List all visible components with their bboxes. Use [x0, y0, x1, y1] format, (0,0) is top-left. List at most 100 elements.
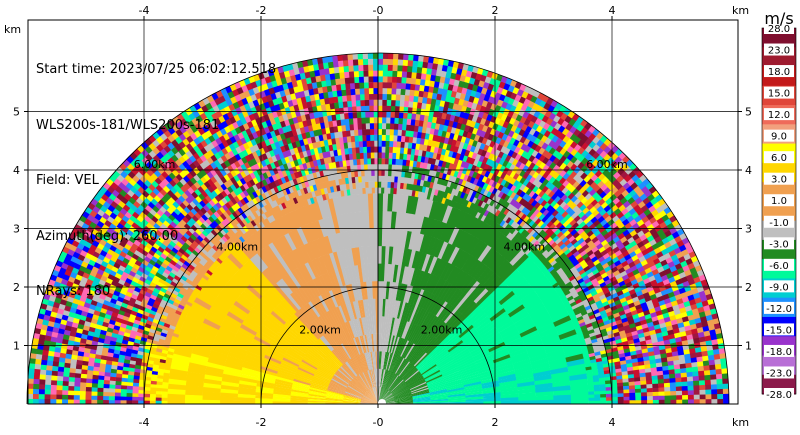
- velocity-cell: [598, 377, 606, 382]
- velocity-cell: [537, 322, 556, 334]
- velocity-cell: [385, 140, 390, 147]
- velocity-cell: [299, 244, 312, 263]
- velocity-cell: [614, 249, 623, 257]
- velocity-cell: [588, 274, 597, 282]
- velocity-cell: [602, 222, 611, 230]
- velocity-cell: [208, 306, 227, 319]
- velocity-cell: [700, 345, 708, 352]
- velocity-cell: [179, 329, 198, 341]
- velocity-cell: [404, 248, 413, 267]
- velocity-cell: [238, 380, 257, 387]
- velocity-cell: [404, 322, 414, 340]
- velocity-cell: [439, 304, 453, 321]
- velocity-cell: [547, 213, 555, 221]
- velocity-cell: [580, 213, 588, 222]
- velocity-cell: [342, 195, 351, 214]
- velocity-cell: [684, 353, 691, 360]
- velocity-cell: [370, 263, 375, 282]
- velocity-cell: [418, 358, 433, 371]
- velocity-cell: [576, 227, 585, 235]
- velocity-cell: [367, 53, 373, 59]
- velocity-cell: [562, 220, 570, 228]
- velocity-cell: [412, 396, 431, 400]
- velocity-cell: [664, 394, 671, 400]
- velocity-cell: [378, 387, 384, 404]
- velocity-cell: [185, 385, 204, 392]
- velocity-cell: [180, 324, 200, 336]
- velocity-cell: [437, 357, 454, 369]
- velocity-cell: [370, 158, 375, 165]
- velocity-cell: [614, 228, 623, 237]
- velocity-cell: [316, 339, 331, 354]
- velocity-cell: [407, 376, 424, 387]
- velocity-cell: [541, 215, 549, 223]
- velocity-cell: [354, 356, 364, 373]
- velocity-cell: [354, 377, 367, 391]
- velocity-cell: [351, 338, 360, 356]
- velocity-cell: [222, 318, 240, 331]
- velocity-cell: [412, 393, 431, 399]
- velocity-cell: [488, 278, 504, 294]
- velocity-cell: [668, 368, 675, 375]
- velocity-cell: [350, 380, 365, 393]
- velocity-cell: [500, 390, 519, 396]
- velocity-cell: [260, 366, 278, 375]
- velocity-cell: [213, 268, 231, 284]
- velocity-cell: [423, 336, 437, 352]
- velocity-cell: [598, 208, 607, 216]
- velocity-cell: [334, 287, 344, 306]
- velocity-cell: [539, 255, 547, 263]
- velocity-cell: [517, 241, 525, 249]
- velocity-cell: [684, 357, 692, 364]
- velocity-cell: [454, 294, 469, 311]
- velocity-cell: [650, 253, 659, 261]
- velocity-cell: [458, 361, 476, 371]
- velocity-cell: [307, 301, 321, 318]
- velocity-cell: [307, 203, 319, 222]
- velocity-cell: [701, 350, 709, 357]
- velocity-cell: [707, 354, 715, 361]
- velocity-cell: [361, 396, 378, 404]
- velocity-cell: [381, 152, 386, 159]
- velocity-cell: [387, 246, 394, 265]
- velocity-cell: [391, 64, 398, 72]
- velocity-cell: [226, 253, 244, 270]
- velocity-cell: [533, 313, 552, 327]
- velocity-cell: [399, 361, 412, 377]
- velocity-cell: [400, 302, 409, 320]
- velocity-cell: [552, 202, 560, 210]
- velocity-cell: [537, 262, 544, 269]
- velocity-cell: [657, 378, 665, 384]
- velocity-cell: [624, 243, 633, 251]
- velocity-cell: [389, 228, 395, 247]
- velocity-cell: [703, 329, 711, 337]
- velocity-cell: [599, 390, 607, 395]
- velocity-cell: [641, 399, 648, 404]
- velocity-cell: [433, 258, 445, 277]
- velocity-cell: [475, 290, 492, 306]
- velocity-cell: [651, 374, 658, 380]
- velocity-cell: [588, 188, 597, 197]
- velocity-cell: [315, 317, 329, 334]
- velocity-cell: [403, 342, 414, 359]
- velocity-cell: [384, 169, 389, 177]
- velocity-cell: [404, 369, 420, 382]
- velocity-cell: [373, 368, 377, 387]
- velocity-cell: [443, 263, 455, 282]
- velocity-cell: [383, 187, 388, 194]
- velocity-cell: [395, 337, 403, 355]
- velocity-cell: [600, 249, 608, 257]
- velocity-cell: [707, 349, 714, 356]
- velocity-cell: [686, 375, 694, 382]
- velocity-cell: [383, 370, 391, 388]
- velocity-cell: [382, 369, 388, 388]
- velocity-cell: [545, 263, 553, 270]
- velocity-cell: [581, 233, 590, 241]
- velocity-cell: [374, 351, 377, 369]
- velocity-cell: [391, 76, 398, 83]
- velocity-cell: [379, 368, 382, 387]
- velocity-cell: [390, 281, 396, 300]
- velocity-cell: [459, 298, 474, 314]
- velocity-cell: [626, 362, 633, 368]
- velocity-cell: [662, 334, 670, 341]
